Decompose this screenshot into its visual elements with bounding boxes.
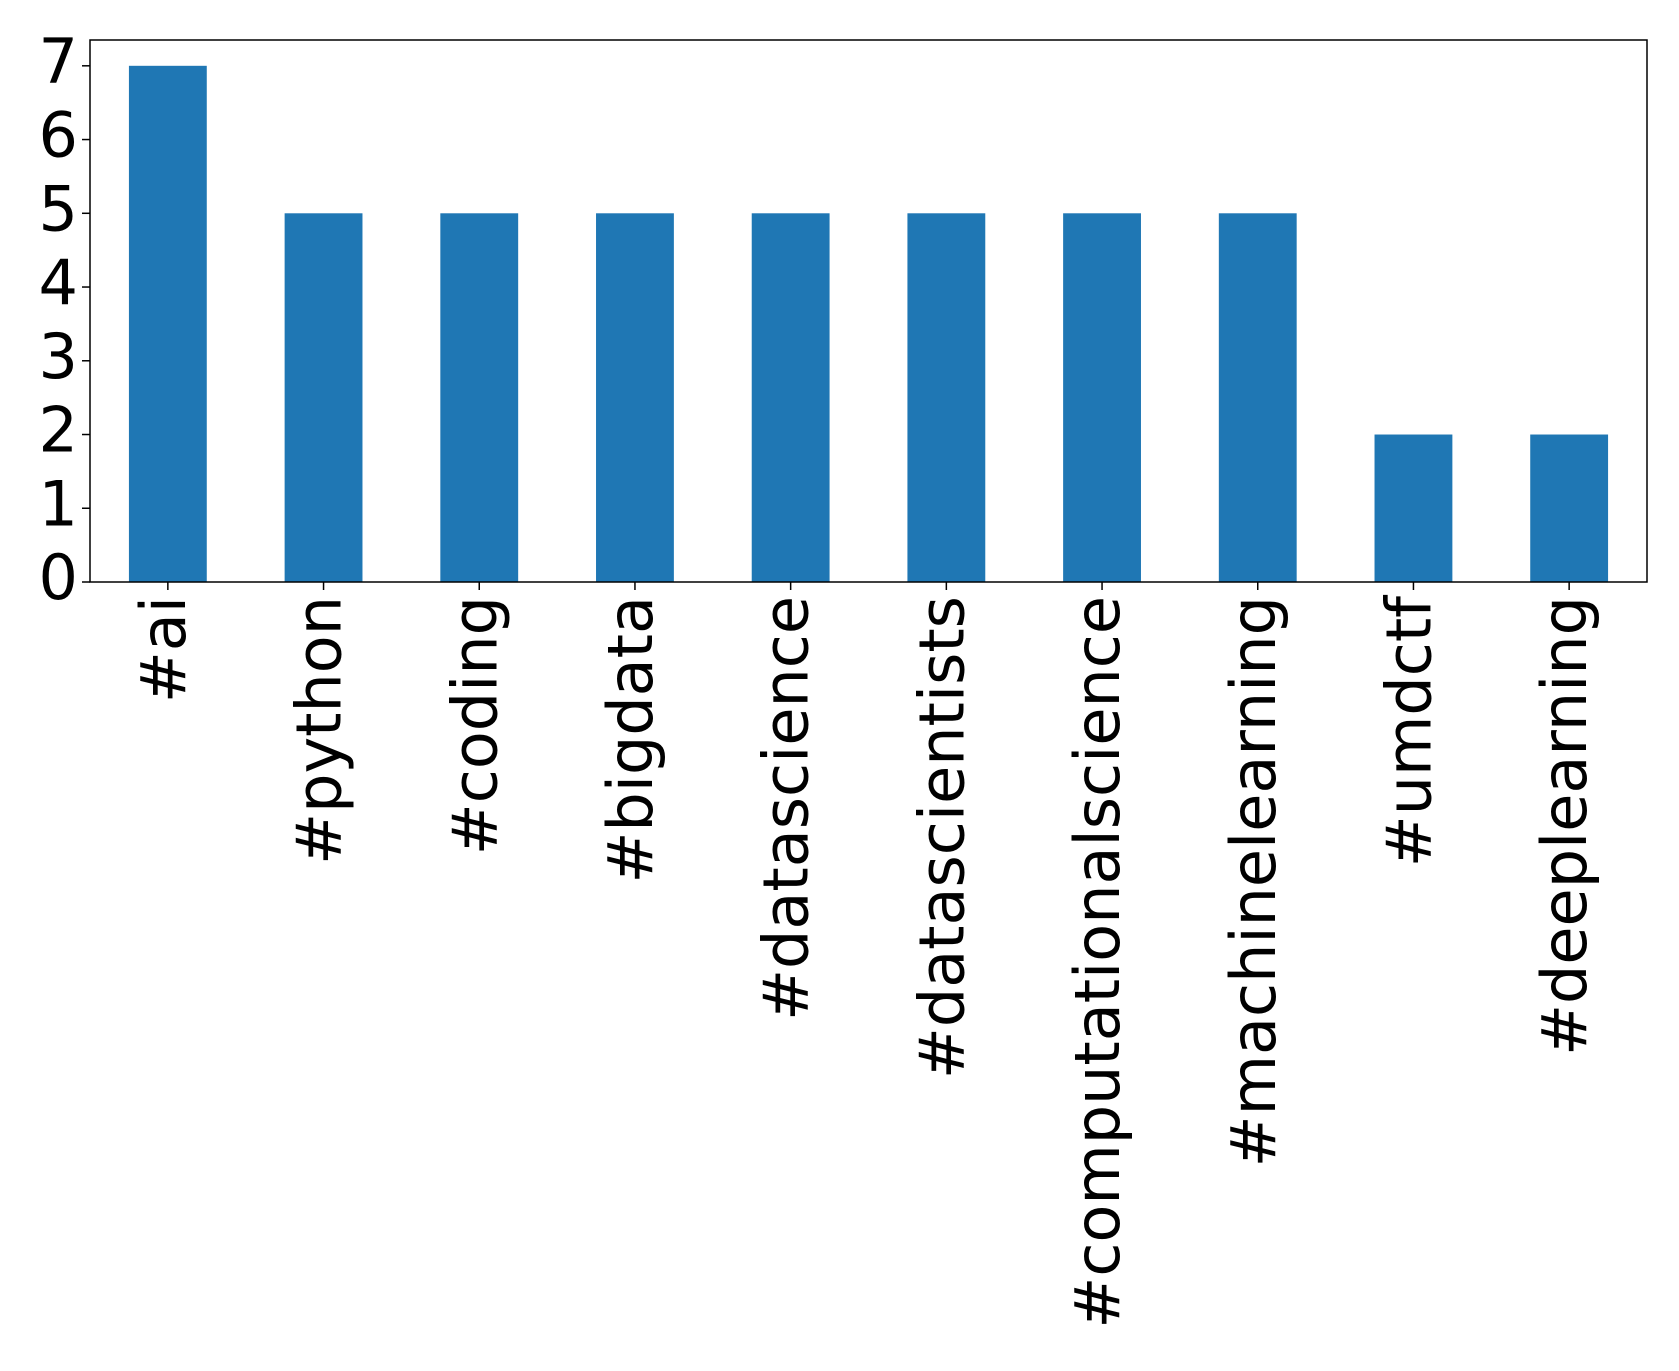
bar xyxy=(440,213,519,582)
y-tick-label: 4 xyxy=(39,246,78,319)
plot-frame xyxy=(89,39,1648,583)
bar xyxy=(1530,434,1609,582)
bar xyxy=(1218,213,1297,582)
bar xyxy=(1374,434,1453,582)
x-tick-label: #datascientists xyxy=(905,596,978,1079)
x-tick-label: #ai xyxy=(127,596,200,703)
y-tick-label: 1 xyxy=(39,467,78,540)
y-tick-label: 2 xyxy=(39,394,78,467)
y-tick-label: 3 xyxy=(39,320,78,393)
x-tick-label: #bigdata xyxy=(594,596,667,884)
bar xyxy=(751,213,830,582)
x-tick-label: #datascience xyxy=(750,596,823,1021)
y-tick-label: 5 xyxy=(39,172,78,245)
x-tick-label: #umdctf xyxy=(1373,594,1446,867)
x-tick-label: #python xyxy=(283,596,356,865)
x-tick-label: #coding xyxy=(438,596,511,855)
x-tick-label: #computationalscience xyxy=(1061,596,1134,1329)
bar xyxy=(1063,213,1141,582)
y-tick-label: 6 xyxy=(39,99,78,172)
bar xyxy=(128,65,207,583)
bar xyxy=(596,213,674,582)
bar xyxy=(284,213,363,582)
y-tick-label: 7 xyxy=(39,25,78,98)
x-tick-label: #machinelearning xyxy=(1217,596,1290,1167)
y-tick-label: 0 xyxy=(39,541,78,614)
bar xyxy=(907,213,986,582)
x-tick-label: #deeplearning xyxy=(1528,596,1601,1056)
